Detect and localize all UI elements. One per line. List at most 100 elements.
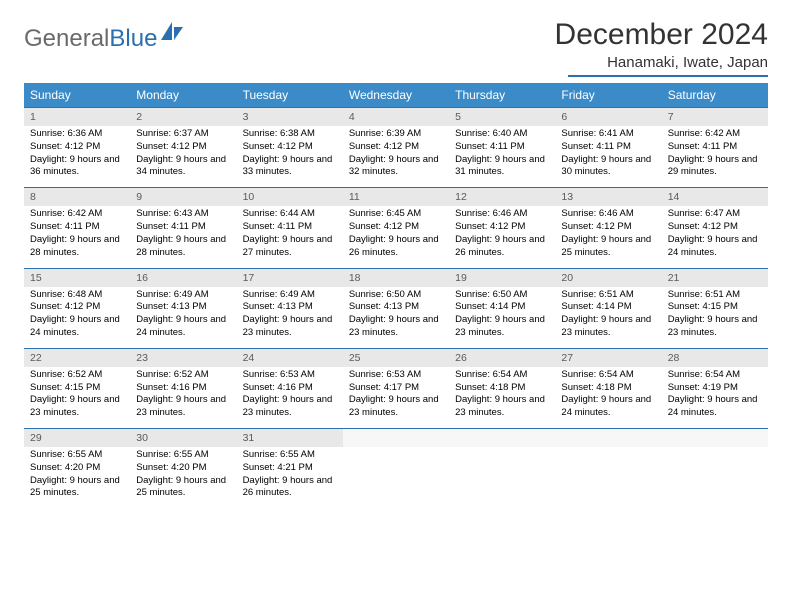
day-number: 15 [24,269,130,287]
calendar-cell: 19Sunrise: 6:50 AMSunset: 4:14 PMDayligh… [449,268,555,348]
calendar-row: 1Sunrise: 6:36 AMSunset: 4:12 PMDaylight… [24,108,768,188]
calendar-row: 22Sunrise: 6:52 AMSunset: 4:15 PMDayligh… [24,348,768,428]
day-number: 7 [662,108,768,126]
day-info: Sunrise: 6:51 AMSunset: 4:14 PMDaylight:… [555,287,661,348]
day-number: 23 [130,349,236,367]
day-number: 17 [237,269,343,287]
calendar-cell: 7Sunrise: 6:42 AMSunset: 4:11 PMDaylight… [662,108,768,188]
calendar-cell: 30Sunrise: 6:55 AMSunset: 4:20 PMDayligh… [130,429,236,509]
calendar-cell: 17Sunrise: 6:49 AMSunset: 4:13 PMDayligh… [237,268,343,348]
day-info: Sunrise: 6:54 AMSunset: 4:19 PMDaylight:… [662,367,768,428]
day-info: Sunrise: 6:45 AMSunset: 4:12 PMDaylight:… [343,206,449,267]
empty-day [555,429,661,447]
logo-text-gray: General [24,25,109,53]
day-info: Sunrise: 6:41 AMSunset: 4:11 PMDaylight:… [555,126,661,187]
calendar-cell [662,429,768,509]
day-number: 14 [662,188,768,206]
calendar-cell: 26Sunrise: 6:54 AMSunset: 4:18 PMDayligh… [449,348,555,428]
calendar-cell: 15Sunrise: 6:48 AMSunset: 4:12 PMDayligh… [24,268,130,348]
day-number: 29 [24,429,130,447]
day-number: 30 [130,429,236,447]
day-number: 10 [237,188,343,206]
calendar-cell: 24Sunrise: 6:53 AMSunset: 4:16 PMDayligh… [237,348,343,428]
empty-day [343,429,449,447]
day-info: Sunrise: 6:55 AMSunset: 4:20 PMDaylight:… [24,447,130,508]
day-info: Sunrise: 6:49 AMSunset: 4:13 PMDaylight:… [130,287,236,348]
day-info: Sunrise: 6:43 AMSunset: 4:11 PMDaylight:… [130,206,236,267]
day-info: Sunrise: 6:52 AMSunset: 4:15 PMDaylight:… [24,367,130,428]
day-info: Sunrise: 6:47 AMSunset: 4:12 PMDaylight:… [662,206,768,267]
day-info: Sunrise: 6:54 AMSunset: 4:18 PMDaylight:… [555,367,661,428]
calendar-cell: 31Sunrise: 6:55 AMSunset: 4:21 PMDayligh… [237,429,343,509]
calendar-cell: 10Sunrise: 6:44 AMSunset: 4:11 PMDayligh… [237,188,343,268]
logo-sail-icon [159,20,185,49]
day-info: Sunrise: 6:42 AMSunset: 4:11 PMDaylight:… [24,206,130,267]
calendar-cell: 21Sunrise: 6:51 AMSunset: 4:15 PMDayligh… [662,268,768,348]
day-info: Sunrise: 6:53 AMSunset: 4:17 PMDaylight:… [343,367,449,428]
day-info: Sunrise: 6:36 AMSunset: 4:12 PMDaylight:… [24,126,130,187]
calendar-cell: 13Sunrise: 6:46 AMSunset: 4:12 PMDayligh… [555,188,661,268]
empty-day [662,429,768,447]
day-number: 16 [130,269,236,287]
day-info: Sunrise: 6:53 AMSunset: 4:16 PMDaylight:… [237,367,343,428]
weekday-header: Sunday [24,83,130,108]
day-number: 27 [555,349,661,367]
calendar-cell [449,429,555,509]
day-info: Sunrise: 6:50 AMSunset: 4:13 PMDaylight:… [343,287,449,348]
weekday-header: Friday [555,83,661,108]
calendar-cell: 22Sunrise: 6:52 AMSunset: 4:15 PMDayligh… [24,348,130,428]
calendar-cell: 12Sunrise: 6:46 AMSunset: 4:12 PMDayligh… [449,188,555,268]
day-info: Sunrise: 6:40 AMSunset: 4:11 PMDaylight:… [449,126,555,187]
calendar-body: 1Sunrise: 6:36 AMSunset: 4:12 PMDaylight… [24,108,768,509]
day-number: 31 [237,429,343,447]
day-info: Sunrise: 6:54 AMSunset: 4:18 PMDaylight:… [449,367,555,428]
calendar-cell: 16Sunrise: 6:49 AMSunset: 4:13 PMDayligh… [130,268,236,348]
day-number: 25 [343,349,449,367]
calendar-cell: 28Sunrise: 6:54 AMSunset: 4:19 PMDayligh… [662,348,768,428]
day-info: Sunrise: 6:50 AMSunset: 4:14 PMDaylight:… [449,287,555,348]
day-info: Sunrise: 6:55 AMSunset: 4:21 PMDaylight:… [237,447,343,508]
day-number: 24 [237,349,343,367]
weekday-header: Saturday [662,83,768,108]
calendar-row: 15Sunrise: 6:48 AMSunset: 4:12 PMDayligh… [24,268,768,348]
day-info: Sunrise: 6:37 AMSunset: 4:12 PMDaylight:… [130,126,236,187]
calendar-cell: 27Sunrise: 6:54 AMSunset: 4:18 PMDayligh… [555,348,661,428]
day-number: 28 [662,349,768,367]
day-info: Sunrise: 6:49 AMSunset: 4:13 PMDaylight:… [237,287,343,348]
day-info: Sunrise: 6:39 AMSunset: 4:12 PMDaylight:… [343,126,449,187]
calendar-cell: 14Sunrise: 6:47 AMSunset: 4:12 PMDayligh… [662,188,768,268]
calendar-cell [343,429,449,509]
calendar-cell: 9Sunrise: 6:43 AMSunset: 4:11 PMDaylight… [130,188,236,268]
day-number: 21 [662,269,768,287]
calendar-cell: 11Sunrise: 6:45 AMSunset: 4:12 PMDayligh… [343,188,449,268]
weekday-header: Wednesday [343,83,449,108]
location-line: Hanamaki, Iwate, Japan [555,54,768,77]
day-info: Sunrise: 6:42 AMSunset: 4:11 PMDaylight:… [662,126,768,187]
calendar-cell: 8Sunrise: 6:42 AMSunset: 4:11 PMDaylight… [24,188,130,268]
calendar-row: 8Sunrise: 6:42 AMSunset: 4:11 PMDaylight… [24,188,768,268]
day-info: Sunrise: 6:48 AMSunset: 4:12 PMDaylight:… [24,287,130,348]
calendar-row: 29Sunrise: 6:55 AMSunset: 4:20 PMDayligh… [24,429,768,509]
calendar-cell: 23Sunrise: 6:52 AMSunset: 4:16 PMDayligh… [130,348,236,428]
day-number: 1 [24,108,130,126]
calendar-cell: 1Sunrise: 6:36 AMSunset: 4:12 PMDaylight… [24,108,130,188]
calendar-cell: 2Sunrise: 6:37 AMSunset: 4:12 PMDaylight… [130,108,236,188]
day-number: 12 [449,188,555,206]
day-number: 6 [555,108,661,126]
day-number: 20 [555,269,661,287]
logo-text-blue: Blue [109,25,157,53]
calendar-cell: 4Sunrise: 6:39 AMSunset: 4:12 PMDaylight… [343,108,449,188]
day-number: 2 [130,108,236,126]
calendar-cell [555,429,661,509]
header: GeneralBlue December 2024 Hanamaki, Iwat… [24,18,768,77]
calendar-cell: 29Sunrise: 6:55 AMSunset: 4:20 PMDayligh… [24,429,130,509]
weekday-header-row: SundayMondayTuesdayWednesdayThursdayFrid… [24,83,768,108]
day-info: Sunrise: 6:38 AMSunset: 4:12 PMDaylight:… [237,126,343,187]
logo: GeneralBlue [24,18,185,53]
calendar-cell: 5Sunrise: 6:40 AMSunset: 4:11 PMDaylight… [449,108,555,188]
calendar-cell: 3Sunrise: 6:38 AMSunset: 4:12 PMDaylight… [237,108,343,188]
day-info: Sunrise: 6:46 AMSunset: 4:12 PMDaylight:… [555,206,661,267]
weekday-header: Thursday [449,83,555,108]
calendar-cell: 18Sunrise: 6:50 AMSunset: 4:13 PMDayligh… [343,268,449,348]
location-text: Hanamaki, Iwate, Japan [568,54,768,77]
